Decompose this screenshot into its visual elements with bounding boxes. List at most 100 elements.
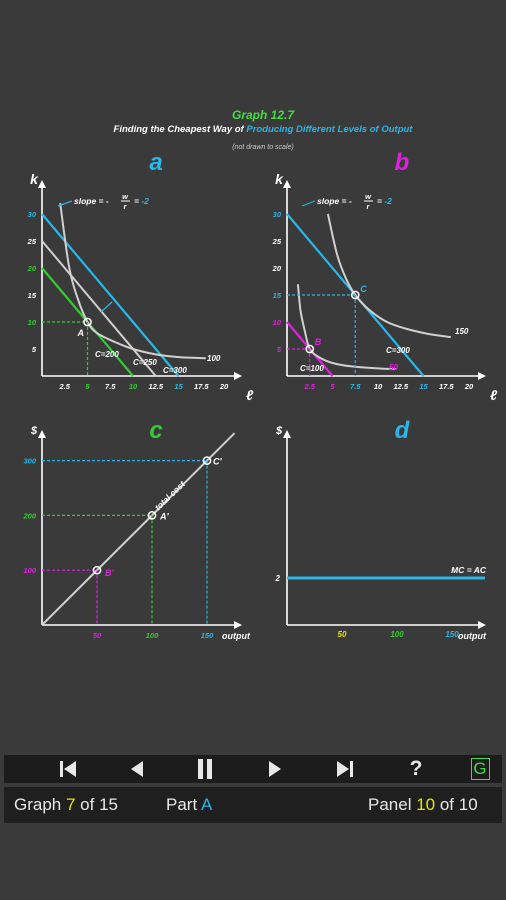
isoquant-label-100: 100 (207, 354, 221, 363)
y-axis-label: k (30, 171, 39, 187)
point-a-marker (83, 317, 92, 327)
y-tick-label: 30 (273, 210, 282, 219)
tangency-pointer (100, 301, 113, 313)
y-tick-label: 200 (22, 511, 36, 520)
point-marker-2 (202, 456, 212, 465)
first-button[interactable] (51, 755, 85, 783)
point-marker-0 (92, 565, 102, 575)
x-tick-label: 150 (445, 630, 459, 639)
y-axis-label: $ (30, 425, 38, 437)
y-tick-label: 15 (28, 291, 37, 300)
isoquant-label-50: 50 (389, 363, 398, 372)
x-tick-label: 7.5 (105, 382, 116, 391)
help-button[interactable]: ? (409, 757, 423, 780)
isocost-line-250 (41, 240, 157, 377)
slope-label: slope = - (74, 196, 109, 206)
graph-canvas: Graph 12.7 Finding the Cheapest Way of P… (22, 108, 498, 641)
x-tick-label: 17.5 (439, 382, 454, 391)
mc-ac-label: MC = AC (451, 565, 487, 575)
y-axis-arrow (38, 180, 46, 188)
panel-counter-total: of 10 (435, 795, 478, 814)
x-axis-label: output (458, 631, 487, 641)
isocost-label-300: C=300 (163, 366, 187, 375)
point-b-label: B (315, 337, 322, 347)
y-tick-label: 20 (27, 264, 37, 273)
last-button[interactable] (328, 755, 362, 783)
x-tick-label: 15 (174, 382, 183, 391)
isocost-label-200: C=200 (95, 350, 119, 359)
x-tick-label: 17.5 (194, 382, 209, 391)
part-value: A (200, 795, 213, 814)
panel-letter-a: a (149, 149, 162, 176)
isoquant-label-150: 150 (455, 327, 469, 336)
x-tick-label: 2.5 (59, 382, 71, 391)
previous-button[interactable] (120, 755, 154, 783)
subtitle-prefix: Finding the Cheapest Way of (114, 124, 247, 135)
x-tick-label: 20 (219, 382, 229, 391)
panel-letter-c: c (149, 417, 162, 444)
graph-counter-current: 7 (65, 795, 76, 814)
isocost-label-250: C=250 (133, 358, 157, 367)
x-tick-label: 100 (146, 631, 159, 640)
slope-pointer (57, 200, 73, 207)
x-tick-label: 7.5 (350, 382, 361, 391)
graph-counter-total: of 15 (75, 795, 118, 814)
graph-stage: Graph 12.7 Finding the Cheapest Way of P… (22, 108, 498, 641)
isoquant-50 (296, 284, 397, 370)
y-tick-label: 25 (27, 237, 37, 246)
x-tick-label: 150 (201, 631, 214, 640)
point-b-marker (305, 344, 315, 354)
isocost-label-100: C=100 (300, 364, 324, 373)
slope-numerator: w (365, 192, 372, 201)
x-tick-label: 50 (338, 630, 347, 639)
graph-subtitle: Finding the Cheapest Way of Producing Di… (114, 124, 414, 135)
glossary-icon: G (470, 758, 490, 780)
y-tick-label: 30 (28, 210, 37, 219)
x-tick-label: 2.5 (304, 382, 316, 391)
panel-counter: Panel 10 of 10 (368, 795, 478, 815)
slope-numerator: w (122, 192, 129, 201)
x-tick-label: 5 (330, 382, 335, 391)
panel-b: k ℓ 2.5 5 7.5 10 12.5 15 17.5 20 30 25 20 15 10 5 C Bslop… (272, 171, 498, 403)
isoquant-100 (59, 203, 206, 360)
panel-letter-d: d (395, 417, 411, 444)
x-tick-label: 20 (464, 382, 474, 391)
y-tick-label: 2 (275, 574, 281, 583)
glossary-button[interactable]: G (463, 755, 497, 783)
y-tick-label: 15 (273, 291, 282, 300)
x-axis-arrow (478, 372, 486, 380)
y-tick-label: 5 (277, 345, 282, 354)
point-marker-1 (147, 511, 157, 520)
panel-counter-label: Panel (368, 795, 417, 814)
x-tick-label: 12.5 (148, 382, 163, 391)
panel-d: $ output 50 100 150 2 MC = AC (275, 425, 487, 641)
y-tick-label: 300 (23, 457, 36, 466)
part-label: Part (166, 795, 201, 814)
x-tick-label: 10 (374, 382, 383, 391)
slope-label: slope = - (317, 196, 352, 206)
playback-toolbar: ? G (4, 755, 502, 783)
point-a-label: A (77, 328, 85, 338)
pause-button[interactable] (188, 755, 222, 783)
panel-counter-current: 10 (416, 795, 436, 814)
graph-counter-label: Graph (14, 795, 66, 814)
part-indicator: Part A (166, 795, 212, 815)
first-icon (60, 761, 76, 777)
isocost-label-300: C=300 (386, 346, 410, 355)
x-tick-label: 10 (129, 382, 138, 391)
y-tick-label: 25 (272, 237, 282, 246)
y-tick-label: 10 (28, 318, 37, 327)
y-tick-label: 10 (273, 318, 282, 327)
next-button[interactable] (258, 755, 292, 783)
slope-denominator: r (124, 202, 128, 211)
y-axis-arrow (38, 430, 46, 438)
point-c-prime-label: C' (213, 457, 222, 467)
subtitle-highlight: Producing Different Levels of Output (246, 124, 413, 135)
total-cost-label: total cost (153, 478, 188, 512)
y-axis-label: $ (275, 425, 283, 437)
x-axis-label: output (222, 631, 251, 641)
x-axis-arrow (234, 372, 242, 380)
panel-c: $ output 50 100 150 300 200 100 total cost C' A' B' (22, 425, 251, 641)
panel-a: k ℓ 2.5 5 7.5 10 12.5 15 17.5 20 30 25 20 15 10 5 Aslope… (27, 171, 254, 403)
y-axis-label: k (275, 171, 284, 187)
